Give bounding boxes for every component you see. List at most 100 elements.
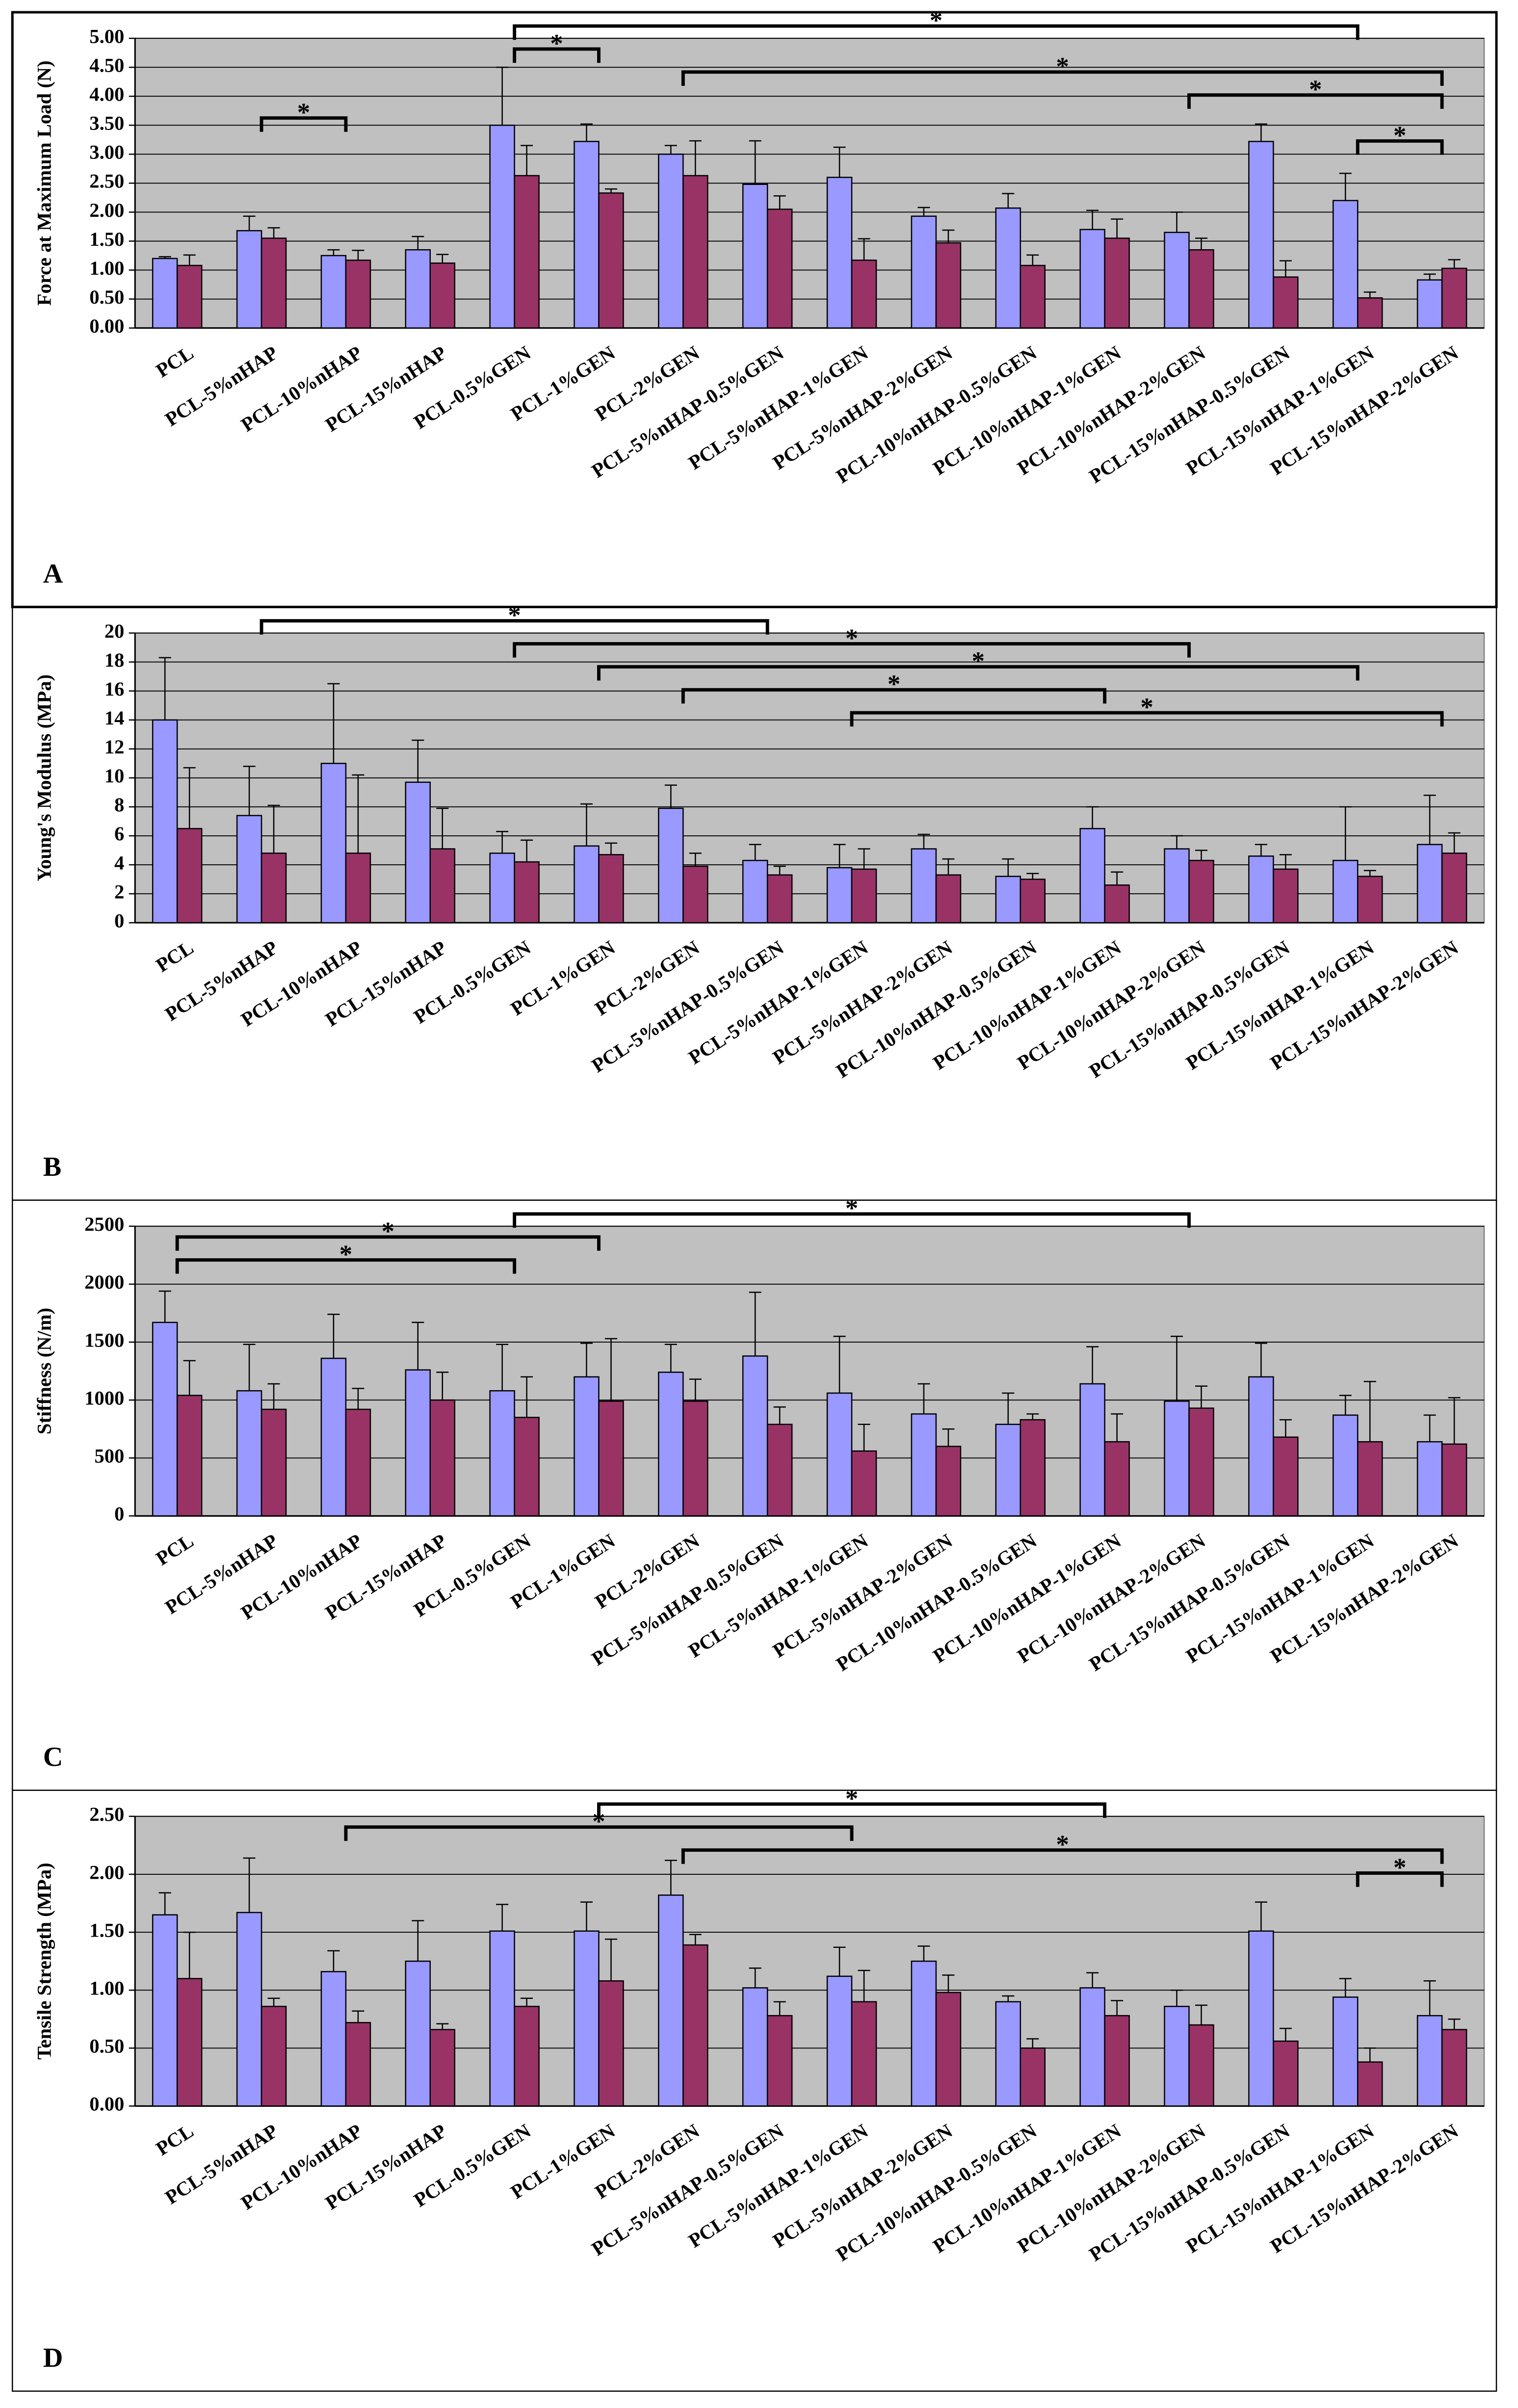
bar: [682, 865, 708, 924]
error-bar: [183, 254, 196, 266]
bar: [1079, 229, 1105, 329]
bar: [574, 845, 600, 924]
error-bar: [1026, 254, 1039, 266]
bar: [658, 1894, 684, 2107]
bar: [935, 242, 962, 329]
bar: [345, 259, 371, 329]
error-bar: [917, 833, 930, 849]
error-bar: [1195, 850, 1207, 861]
bar: [1332, 859, 1359, 924]
error-bar: [1195, 2004, 1207, 2025]
bar: [1164, 848, 1190, 924]
panel-label: D: [43, 2343, 63, 2373]
significance-bracket: [1356, 1871, 1444, 1887]
bar: [514, 1417, 540, 1517]
error-bar: [183, 1931, 196, 1979]
error-bar: [436, 2023, 449, 2030]
bar: [658, 807, 684, 924]
error-bar: [1448, 832, 1461, 854]
error-bar: [664, 145, 677, 155]
bar: [152, 719, 178, 924]
bar: [489, 853, 515, 924]
bar: [1416, 1441, 1443, 1517]
error-bar: [604, 1338, 617, 1401]
bar: [1357, 297, 1383, 329]
bar: [851, 1450, 877, 1517]
chart-panel: 0.00 0.50 1.00 1.50 2.00 2.50 3.00 3.50 4.00 4.50…: [11, 6, 1498, 608]
x-tick-label: PCL: [152, 2120, 198, 2160]
error-bar: [436, 1372, 449, 1400]
bar: [429, 262, 455, 329]
significance-label: *: [888, 670, 901, 699]
significance-bracket: [175, 1235, 601, 1251]
error-bar: [580, 123, 593, 142]
y-tick-label: 2.00: [89, 1861, 124, 1883]
error-bar: [773, 195, 786, 209]
significance-label: *: [1056, 52, 1069, 81]
error-bar: [327, 1314, 340, 1359]
error-bar: [158, 657, 171, 720]
bar: [742, 1987, 768, 2107]
y-tick-label: 4.50: [89, 54, 124, 77]
bar: [826, 177, 853, 329]
bar: [766, 2015, 793, 2107]
bar: [1079, 828, 1105, 924]
error-bar: [689, 1378, 702, 1401]
error-bar: [183, 1360, 196, 1396]
bar: [995, 1424, 1021, 1517]
error-bar: [1423, 1980, 1436, 2016]
error-bar: [412, 235, 424, 250]
error-bar: [833, 1335, 846, 1393]
bar: [1357, 1441, 1383, 1517]
panel-label: A: [43, 559, 63, 589]
error-bar: [689, 853, 702, 866]
bar: [429, 2029, 455, 2107]
significance-label: *: [508, 601, 521, 629]
significance-label: *: [1393, 121, 1407, 150]
bar: [261, 2006, 287, 2107]
y-tick-label: 10: [105, 765, 125, 787]
error-bar: [1086, 209, 1099, 230]
bar: [152, 1914, 178, 2107]
bar: [405, 1369, 431, 1517]
error-bar: [352, 774, 365, 854]
chart-panel: 0.00 0.50 1.00 1.50 2.00 2.50 Tensile Strength…: [11, 1785, 1497, 2392]
error-bar: [1255, 1343, 1267, 1377]
error-bar: [436, 807, 449, 849]
error-bar: [352, 1388, 365, 1410]
error-bar: [243, 765, 256, 816]
bar: [742, 859, 768, 924]
bar: [851, 259, 877, 329]
error-bar: [833, 844, 846, 868]
bar: [598, 854, 624, 924]
bar: [429, 1399, 455, 1517]
error-bar: [858, 1424, 870, 1451]
bar: [429, 848, 455, 924]
error-bar: [243, 215, 256, 231]
bar: [911, 1960, 937, 2107]
bar: [1332, 200, 1359, 329]
significance-bracket: [260, 116, 348, 132]
bar: [1164, 1400, 1190, 1517]
error-bar: [1170, 1989, 1183, 2007]
error-bar: [521, 145, 533, 176]
error-bar: [412, 739, 424, 782]
bar: [1273, 276, 1299, 329]
bar: [935, 1992, 962, 2107]
error-bar: [833, 1946, 846, 1976]
y-tick-label: 1.50: [89, 228, 124, 250]
error-bar: [664, 784, 677, 808]
bar: [1079, 1383, 1105, 1517]
significance-bracket: [175, 1258, 517, 1274]
bar: [1104, 884, 1130, 924]
error-bar: [858, 238, 870, 260]
error-bar: [267, 1383, 280, 1410]
bar: [176, 264, 203, 329]
y-axis-title: Stiffness (N/m): [33, 1308, 55, 1434]
error-bar: [243, 1344, 256, 1391]
bar: [405, 249, 431, 329]
error-bar: [327, 1950, 340, 1972]
error-bar: [1339, 173, 1352, 201]
significance-label: *: [297, 99, 311, 127]
